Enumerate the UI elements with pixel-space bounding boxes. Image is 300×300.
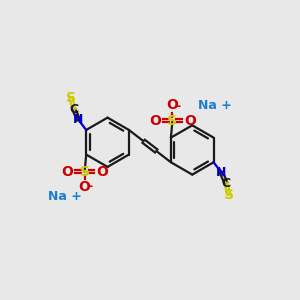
Text: O: O [96,164,108,178]
Text: -: - [88,180,93,193]
Text: S: S [66,91,76,105]
Text: O: O [167,98,178,112]
Text: C: C [69,103,79,116]
Text: O: O [79,180,91,194]
Text: O: O [61,164,73,178]
Text: N: N [73,113,84,126]
Text: C: C [221,177,230,190]
Text: Na +: Na + [198,99,232,112]
Text: N: N [216,166,226,179]
Text: O: O [184,114,196,128]
Text: S: S [80,164,90,178]
Text: O: O [149,114,161,128]
Text: Na +: Na + [49,190,82,203]
Text: -: - [175,100,180,112]
Text: S: S [167,114,178,128]
Text: S: S [224,188,234,202]
